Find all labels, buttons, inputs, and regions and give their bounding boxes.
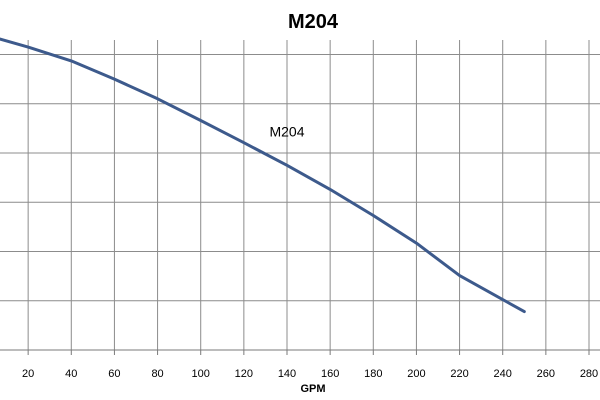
annotations: M204 [269,123,304,139]
series-layer [0,37,526,314]
x-tick-label: 280 [580,368,598,380]
x-tick-label: 140 [278,368,296,380]
series-line [0,37,526,314]
x-tick-label: 260 [537,368,555,380]
x-tick-label: 40 [65,368,77,380]
x-tick-label: 180 [364,368,382,380]
x-tick-label: 60 [108,368,120,380]
x-tick-label: 80 [151,368,163,380]
x-tick-label: 220 [450,368,468,380]
x-tick-label: 20 [22,368,34,380]
x-tick-label: 240 [494,368,512,380]
x-tick-label: 100 [192,368,210,380]
series-annotation: M204 [269,123,304,139]
x-tick-label: 120 [235,368,253,380]
x-tick-label: 200 [407,368,425,380]
x-axis: 20 40 60 80 100 120 140 160 180 200 220 240 260 280 [0,349,600,380]
grid [0,40,600,351]
chart-title: M204 [288,11,339,33]
x-tick-label: 160 [321,368,339,380]
x-axis-label: GPM [300,383,325,395]
